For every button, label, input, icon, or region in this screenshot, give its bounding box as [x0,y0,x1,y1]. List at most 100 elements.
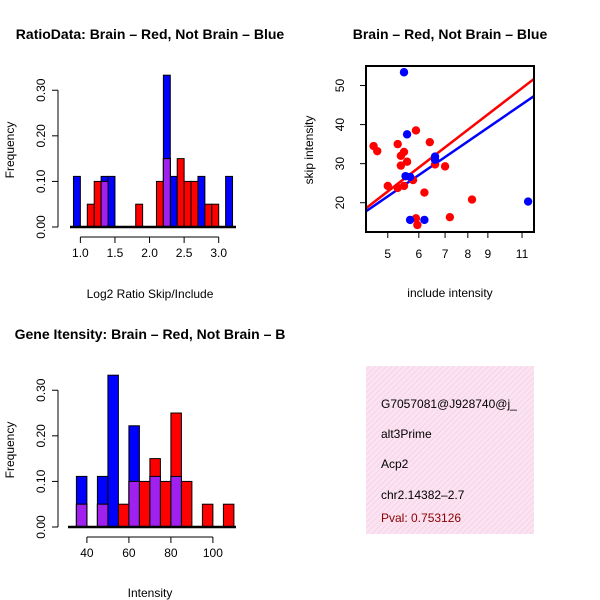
ratio-y-tick-label: 0.30 [34,78,48,102]
ratio-x-tick-label: 2.5 [176,246,193,260]
ratio-bar-brain-9 [204,203,213,228]
info-pvalue: Pval: 0.753126 [381,511,461,525]
ratio-x-tick-label: 2.0 [141,246,158,260]
ratio-bar-brain-8 [190,180,199,228]
scatter-x-tick-label: 8 [464,247,471,261]
scatter-point-brain-14 [420,188,429,197]
ratio-x-axis-label: Log2 Ratio Skip/Include [87,287,214,301]
info-gene-name: Acp2 [381,457,409,471]
ratio-bar-brain-3 [135,203,144,228]
scatter-point-not-brain-1 [402,130,412,139]
intensity-bar-brain-9 [201,503,214,528]
ratio-y-axis-label: Frequency [3,122,17,179]
info-event-type: alt3Prime [381,427,432,441]
scatter-x-tick-label: 5 [384,247,391,261]
intensity-x-axis-label: Intensity [128,586,173,600]
ratio-bar-not-brain-5 [197,175,206,228]
intensity-bar-brain-4 [138,480,151,528]
intensity-x-axis: 40 60 80 100 [80,536,223,560]
intensity-x-tick-label: 80 [164,546,178,560]
scatter-y-tick-label: 40 [333,118,347,132]
ratio-histogram-panel: RatioData: Brain – Red, Not Brain – Blue… [3,26,284,301]
ratio-bar-brain-10 [211,203,220,228]
intensity-y-tick-label: 0.00 [34,515,48,539]
info-hatch [366,366,534,534]
scatter-point-not-brain-4 [405,215,415,225]
scatter-point-brain-2 [383,181,392,191]
ratio-bar-not-brain-2 [107,175,116,228]
intensity-bar-overlap-0 [75,503,88,528]
scatter-fit-lines [367,78,533,213]
scatter-point-brain-9 [402,157,412,166]
intensity-bar-not-brain-2 [107,374,119,528]
scatter-y-tick-label: 50 [333,79,347,93]
intensity-x-tick-label: 100 [203,546,223,560]
intensity-bar-brain-8 [180,480,193,528]
scatter-point-brain-4 [393,139,402,149]
scatter-point-brain-6 [396,161,406,170]
ratio-x-tick-label: 3.0 [210,246,227,260]
ratio-bar-brain-6 [176,158,185,228]
intensity-bar-overlap-5 [149,475,161,528]
ratio-bar-not-brain-0 [72,175,81,228]
ratio-y-tick-label: 0.00 [34,215,48,239]
scatter-y-axis: 20 30 40 50 [333,79,366,210]
intensity-bar-overlap-7 [170,475,182,528]
scatter-y-axis-label: skip intensity [302,116,316,185]
intensity-y-axis-label: Frequency [3,422,17,479]
intensity-y-tick-label: 0.10 [34,469,48,493]
ratio-bar-brain-4 [155,180,164,228]
scatter-point-brain-3 [393,183,402,193]
intensity-bar-overlap-1 [96,503,109,528]
scatter-point-brain-15 [425,137,435,147]
scatter-x-tick-label: 6 [415,247,422,261]
scatter-point-brain-18 [445,212,455,222]
scatter-point-brain-11 [411,126,421,135]
intensity-bar-brain-6 [159,480,172,528]
scatter-point-not-brain-3 [405,172,415,182]
intensity-bar-brain-2 [117,503,130,528]
intensity-histogram-title: Gene Itensity: Brain – Red, Not Brain – … [15,326,286,342]
ratio-bar-brain-1 [93,180,102,228]
ratio-histogram-title: RatioData: Brain – Red, Not Brain – Blue [16,26,285,42]
ratio-bar-overlap-2 [100,180,109,228]
intensity-x-tick-label: 60 [122,546,136,560]
scatter-point-brain-19 [467,195,477,204]
scatter-point-brain-7 [399,181,409,191]
ratio-bar-brain-7 [183,180,192,228]
scatter-x-tick-label: 7 [442,247,449,261]
scatter-x-axis-label: include intensity [407,286,492,300]
ratio-bar-overlap-5 [162,158,171,228]
ratio-histogram-bars [70,74,236,229]
scatter-points [369,68,533,230]
ratio-x-tick-label: 1.5 [107,246,124,260]
ratio-bar-not-brain-6 [225,175,234,228]
intensity-y-axis: 0.00 0.10 0.20 0.30 [34,378,59,539]
scatter-panel: Brain – Red, Not Brain – Blue 5 6 7 8 9 11 20… [302,26,547,300]
scatter-y-tick-label: 30 [333,157,347,171]
intensity-y-tick-label: 0.20 [34,424,48,448]
scatter-point-brain-8 [399,147,409,157]
scatter-fit-brain [367,78,533,209]
intensity-histogram-panel: Gene Itensity: Brain – Red, Not Brain – … [3,326,285,600]
scatter-y-tick-label: 20 [333,196,347,210]
scatter-point-not-brain-0 [399,68,409,77]
scatter-fit-not-brain [367,95,533,213]
scatter-title: Brain – Red, Not Brain – Blue [353,26,548,42]
intensity-bar-brain-10 [222,503,235,528]
ratio-bar-not-brain-4 [169,175,178,228]
scatter-point-not-brain-7 [430,155,440,164]
ratio-x-axis: 1.0 1.5 2.0 2.5 3.0 [72,236,227,260]
scatter-x-axis: 5 6 7 8 9 11 [384,232,529,261]
info-location: chr2.14382–2.7 [381,488,465,502]
scatter-point-not-brain-5 [420,215,429,225]
intensity-bar-overlap-3 [128,480,140,528]
info-probe-id: G7057081@J928740@j_ [381,397,517,411]
ratio-y-tick-label: 0.20 [34,124,48,148]
scatter-x-tick-label: 11 [516,247,529,261]
scatter-plot-box [365,65,535,233]
ratio-y-tick-label: 0.10 [34,169,48,193]
info-panel: G7057081@J928740@j_ alt3Prime Acp2 chr2.… [366,366,534,534]
scatter-point-not-brain-8 [523,197,533,206]
